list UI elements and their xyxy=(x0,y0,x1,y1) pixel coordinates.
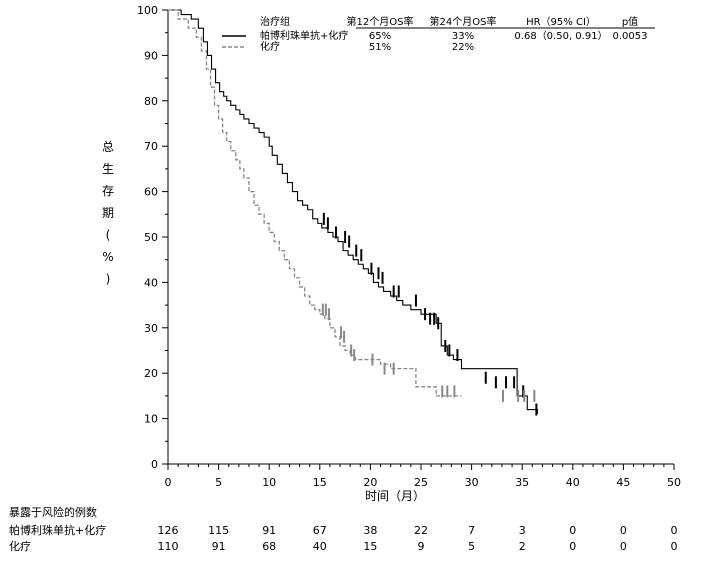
legend-series-name: 帕博利珠单抗+化疗 xyxy=(260,29,348,42)
risk-count: 2 xyxy=(519,540,526,553)
risk-row-name-pembro: 帕博利珠单抗+化疗 xyxy=(9,524,107,537)
x-tick-label: 0 xyxy=(165,476,172,489)
risk-count: 5 xyxy=(468,540,475,553)
risk-count: 110 xyxy=(158,540,179,553)
x-axis-label: 时间（月） xyxy=(365,489,425,503)
legend-os12: 65% xyxy=(369,31,391,42)
risk-count: 91 xyxy=(212,540,226,553)
risk-count: 22 xyxy=(414,524,428,537)
y-tick-label: 10 xyxy=(144,413,158,426)
legend-hr: 0.68（0.50, 0.91） xyxy=(514,30,607,42)
x-tick-label: 35 xyxy=(515,476,529,489)
y-tick-label: 80 xyxy=(144,95,158,108)
legend-column-header: 第24个月OS率 xyxy=(430,15,497,28)
y-axis-label-char: 期 xyxy=(101,206,114,220)
legend-os24: 22% xyxy=(452,42,474,53)
x-tick-label: 20 xyxy=(363,476,377,489)
risk-count: 0 xyxy=(569,524,576,537)
risk-count: 9 xyxy=(418,540,425,553)
y-tick-label: 0 xyxy=(151,458,158,471)
chemo-survival-curve xyxy=(168,9,462,397)
y-axis-label-char: 生 xyxy=(101,162,114,176)
y-axis-label-char: % xyxy=(102,250,114,264)
risk-row-name-chemo: 化疗 xyxy=(9,540,31,553)
x-tick-label: 5 xyxy=(215,476,222,489)
x-tick-label: 25 xyxy=(414,476,428,489)
legend-column-header: 第12个月OS率 xyxy=(347,15,414,28)
legend-header: 治疗组 xyxy=(260,15,290,28)
risk-count: 67 xyxy=(313,524,327,537)
risk-count: 0 xyxy=(671,524,678,537)
y-tick-label: 60 xyxy=(144,186,158,199)
y-tick-label: 50 xyxy=(144,231,158,244)
legend-os24: 33% xyxy=(452,31,474,42)
legend-series-name: 化疗 xyxy=(260,40,280,53)
risk-count: 0 xyxy=(671,540,678,553)
y-tick-label: 100 xyxy=(137,4,158,17)
risk-count: 126 xyxy=(158,524,179,537)
legend-os12: 51% xyxy=(369,42,391,53)
risk-count: 91 xyxy=(262,524,276,537)
legend-p-value: 0.0053 xyxy=(613,31,648,42)
risk-count: 68 xyxy=(262,540,276,553)
y-axis-label-char: 总 xyxy=(101,140,114,154)
y-tick-label: 30 xyxy=(144,322,158,335)
x-tick-label: 50 xyxy=(667,476,681,489)
risk-count: 15 xyxy=(363,540,377,553)
legend-column-header: HR（95% CI） xyxy=(526,16,596,28)
x-tick-label: 10 xyxy=(262,476,276,489)
y-axis-label-char: 存 xyxy=(101,184,114,198)
risk-table-title: 暴露于风险的例数 xyxy=(9,506,97,519)
y-axis-label-char: ( xyxy=(105,228,111,242)
y-tick-label: 70 xyxy=(144,140,158,153)
risk-count: 38 xyxy=(363,524,377,537)
x-tick-label: 40 xyxy=(566,476,580,489)
y-tick-label: 90 xyxy=(144,49,158,62)
risk-count: 3 xyxy=(519,524,526,537)
x-tick-label: 45 xyxy=(616,476,630,489)
y-axis-label-char: ) xyxy=(105,272,111,286)
y-tick-label: 20 xyxy=(144,367,158,380)
risk-count: 0 xyxy=(620,524,627,537)
x-tick-label: 15 xyxy=(313,476,327,489)
y-tick-label: 40 xyxy=(144,276,158,289)
x-tick-label: 30 xyxy=(465,476,479,489)
risk-count: 7 xyxy=(468,524,475,537)
risk-count: 40 xyxy=(313,540,327,553)
risk-count: 115 xyxy=(208,524,229,537)
y-axis-label: 总 生 存 期 ( % ) xyxy=(100,136,116,290)
legend-column-header: p值 xyxy=(622,15,638,28)
pembro-survival-curve xyxy=(168,9,538,415)
risk-count: 0 xyxy=(569,540,576,553)
risk-count: 0 xyxy=(620,540,627,553)
